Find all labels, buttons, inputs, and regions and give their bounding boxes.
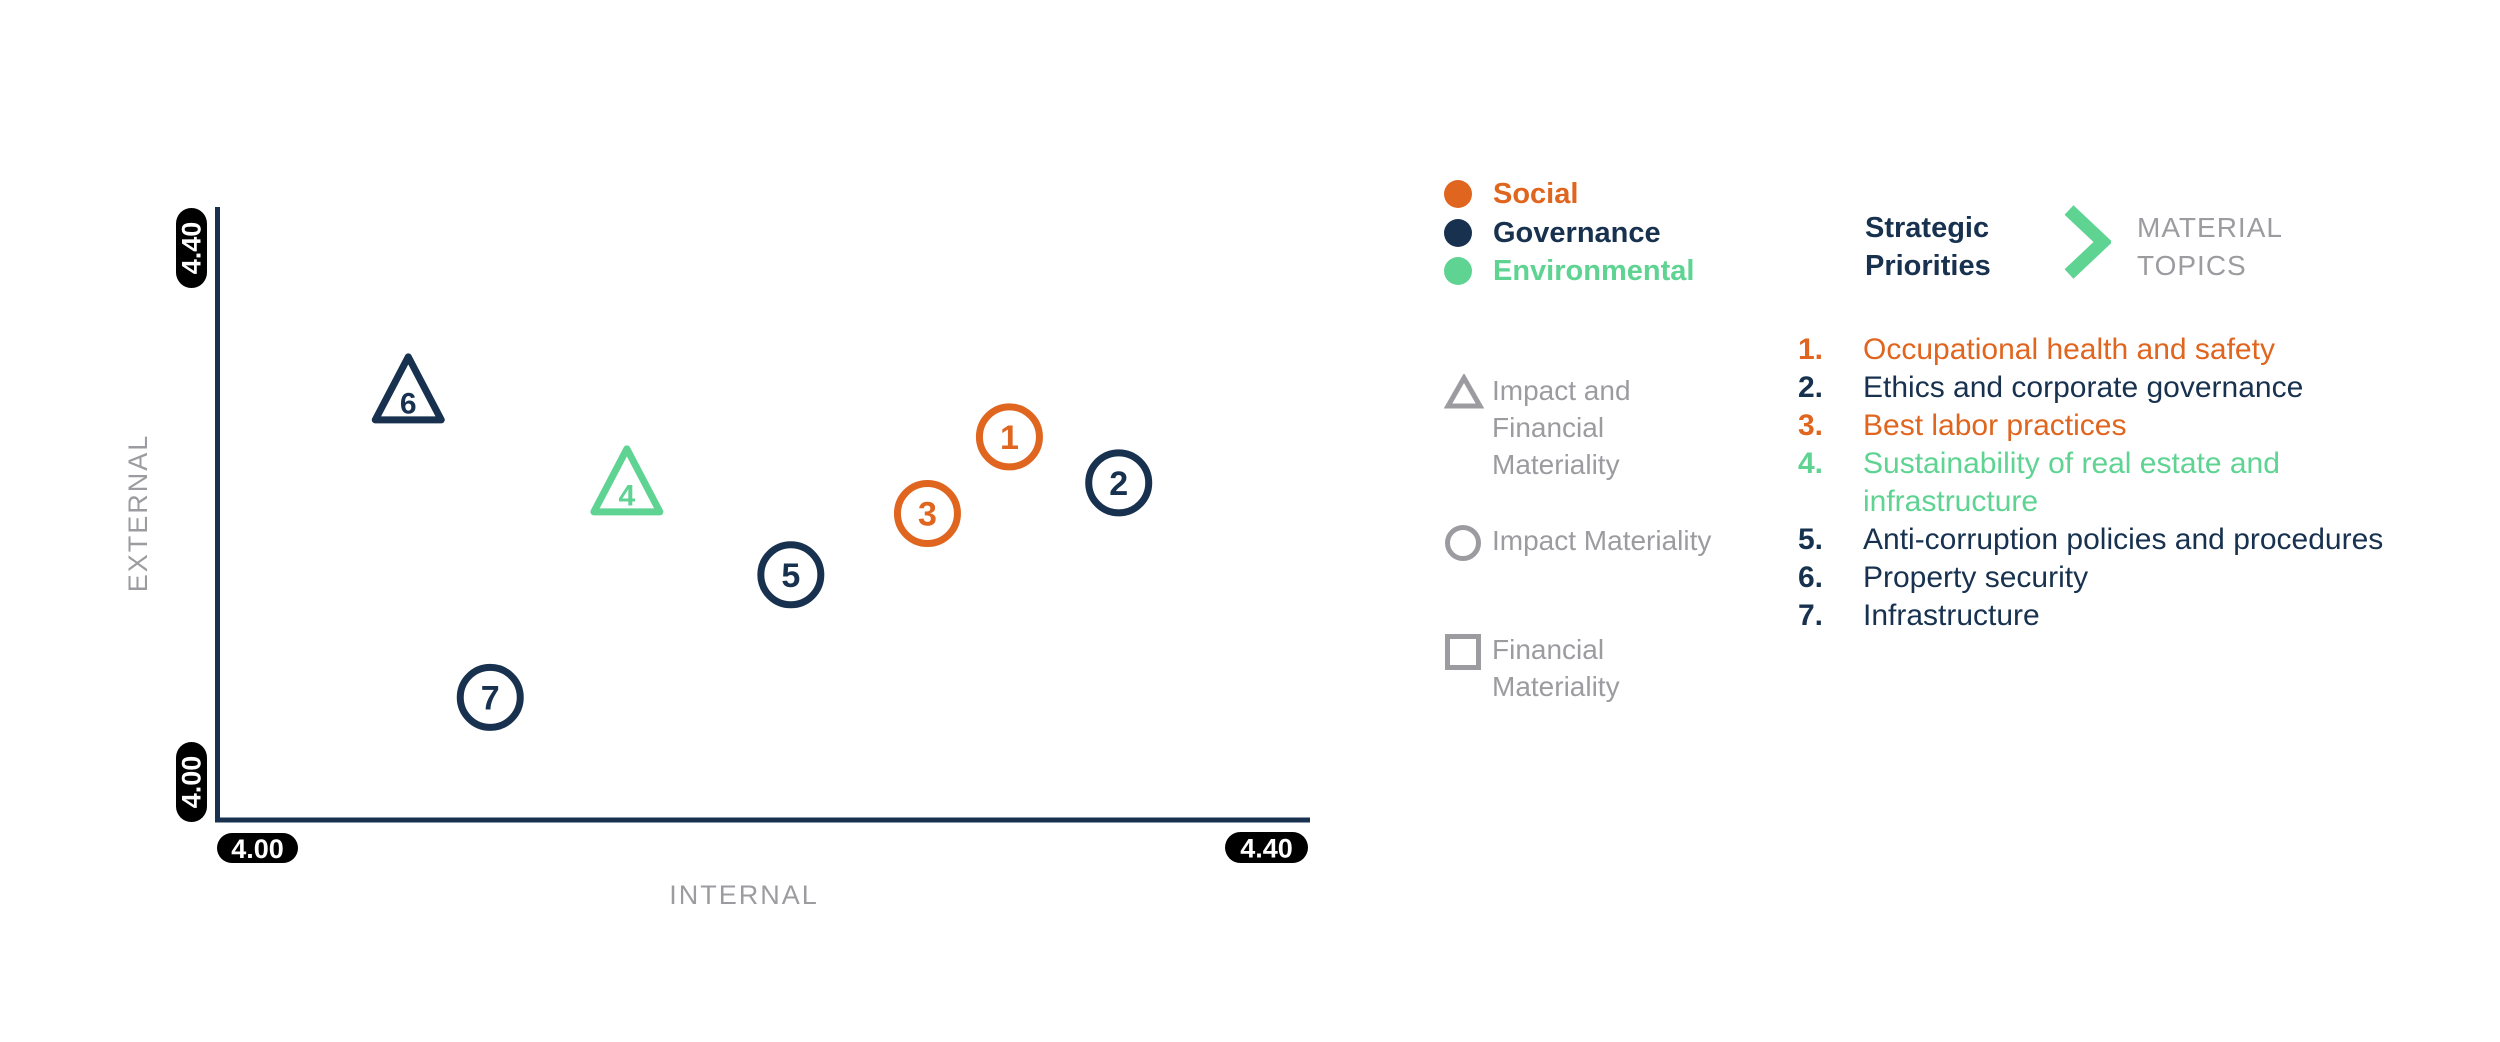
triangle-marker-icon — [1444, 372, 1492, 410]
category-legend: Social Governance Environmental — [1444, 179, 1694, 295]
chevron-right-icon — [2064, 205, 2111, 279]
x-tick-min-label: 4.00 — [231, 834, 284, 864]
topic-item-7: 7. Infrastructure — [1798, 597, 2418, 635]
data-point-3: 3 — [893, 480, 961, 547]
data-point-number: 3 — [918, 496, 937, 534]
topic-label: Property security — [1863, 561, 2089, 594]
marker-legend-impact-and-financial: Impact and Financial Materiality — [1444, 372, 1727, 483]
social-dot-icon — [1444, 180, 1472, 208]
data-point-number: 2 — [1109, 465, 1128, 503]
topic-item-1: 1. Occupational health and safety — [1798, 331, 2418, 369]
environmental-dot-icon — [1444, 257, 1472, 285]
topic-number: 7. — [1798, 599, 1824, 632]
topic-number: 4. — [1798, 447, 1824, 480]
marker-legend-label: Financial Materiality — [1492, 634, 1620, 702]
data-point-6: 6 — [371, 353, 445, 424]
data-point-7: 7 — [456, 663, 524, 731]
topic-number: 3. — [1798, 409, 1824, 442]
topic-label: Anti-corruption policies and procedures — [1863, 523, 2384, 556]
data-point-number: 5 — [781, 557, 800, 595]
topic-label: Sustainability of real estate and infras… — [1863, 447, 2280, 518]
square-marker-icon — [1444, 631, 1492, 673]
topic-number: 6. — [1798, 561, 1824, 594]
topic-number: 2. — [1798, 371, 1824, 404]
legend-label-social: Social — [1493, 178, 1579, 210]
topic-label: Best labor practices — [1863, 409, 2127, 442]
legend-item-social: Social — [1444, 179, 1694, 209]
y-tick-min-label: 4.00 — [177, 756, 207, 809]
material-topics-label: MATERIAL TOPICS — [2137, 212, 2282, 281]
topic-item-2: 2. Ethics and corporate governance — [1798, 369, 2418, 407]
topic-item-5: 5. Anti-corruption policies and procedur… — [1798, 521, 2418, 559]
data-point-1: 1 — [975, 403, 1043, 471]
legend-item-environmental: Environmental — [1444, 256, 1694, 286]
data-point-number: 4 — [619, 479, 636, 512]
topic-item-6: 6. Property security — [1798, 559, 2418, 597]
marker-legend-impact: Impact Materiality — [1444, 522, 1727, 564]
scatter-chart: 4.40 4.00 4.00 4.40 EXTERNAL INTERNAL 1 2… — [123, 207, 1310, 910]
y-tick-pill-min: 4.00 — [176, 742, 207, 822]
topic-label: Ethics and corporate governance — [1863, 371, 2304, 404]
data-point-2: 2 — [1085, 449, 1153, 517]
marker-legend-label: Impact Materiality — [1492, 525, 1712, 556]
data-point-number: 6 — [400, 387, 417, 420]
data-point-5: 5 — [757, 541, 825, 609]
marker-legend-label: Impact and Financial Materiality — [1492, 375, 1631, 480]
data-point-number: 1 — [1000, 419, 1019, 457]
legend-label-environmental: Environmental — [1493, 255, 1695, 287]
topic-label: Occupational health and safety — [1863, 333, 2275, 366]
data-point-number: 7 — [481, 679, 500, 717]
legend-item-governance: Governance — [1444, 218, 1694, 248]
circle-marker-icon — [1444, 522, 1492, 564]
y-tick-pill-max: 4.40 — [176, 208, 207, 288]
legend-label-governance: Governance — [1493, 216, 1661, 249]
material-topics-list: 1. Occupational health and safety 2. Eth… — [1798, 331, 2418, 635]
topic-number: 1. — [1798, 333, 1824, 366]
x-tick-pill-min: 4.00 — [217, 833, 298, 864]
topic-item-3: 3. Best labor practices — [1798, 407, 2418, 445]
data-point-4: 4 — [590, 445, 664, 516]
x-axis-title: INTERNAL — [669, 880, 819, 910]
topic-label: Infrastructure — [1863, 599, 2040, 632]
strategic-priorities-label: Strategic Priorities — [1865, 212, 1991, 282]
marker-legend-financial: Financial Materiality — [1444, 631, 1727, 705]
y-tick-max-label: 4.40 — [177, 222, 207, 275]
data-points-layer: 1 2 3 4 5 6 7 — [371, 353, 1153, 731]
x-tick-pill-max: 4.40 — [1225, 832, 1308, 864]
topic-item-4: 4. Sustainability of real estate and inf… — [1798, 445, 2418, 521]
x-tick-max-label: 4.40 — [1240, 834, 1293, 864]
topic-number: 5. — [1798, 523, 1824, 556]
y-axis-title: EXTERNAL — [123, 434, 153, 593]
governance-dot-icon — [1444, 218, 1472, 247]
